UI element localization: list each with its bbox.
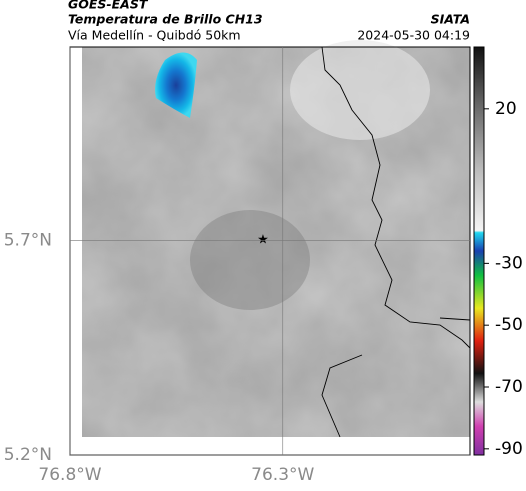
colorbar bbox=[473, 46, 485, 456]
border bbox=[321, 46, 471, 438]
colorbar-tick-label: -50 bbox=[495, 315, 523, 335]
colorbar-tick-label: -70 bbox=[495, 377, 523, 397]
cloud-bright bbox=[290, 40, 430, 140]
cold-top bbox=[155, 52, 197, 118]
lon-tick-label: 76.8°W bbox=[38, 465, 101, 485]
cloud-dark bbox=[190, 210, 310, 310]
source: GOES-EAST bbox=[68, 0, 149, 12]
subtitle: Vía Medellín - Quibdó 50km bbox=[68, 28, 241, 43]
colorbar-tick-label: -90 bbox=[495, 439, 523, 459]
colorbar-tick-label: -30 bbox=[495, 253, 523, 273]
timestamp: 2024-05-30 04:19 bbox=[357, 28, 470, 43]
lat-tick-label: 5.2°N bbox=[4, 445, 52, 465]
title: Temperatura de Brillo CH13 bbox=[68, 12, 263, 27]
colorbar-tick-label: 20 bbox=[495, 99, 517, 119]
org: SIATA bbox=[431, 12, 470, 27]
map: ★ bbox=[69, 40, 471, 456]
lat-tick-label: 5.7°N bbox=[4, 230, 52, 250]
lon-tick-label: 76.3°W bbox=[251, 465, 314, 485]
